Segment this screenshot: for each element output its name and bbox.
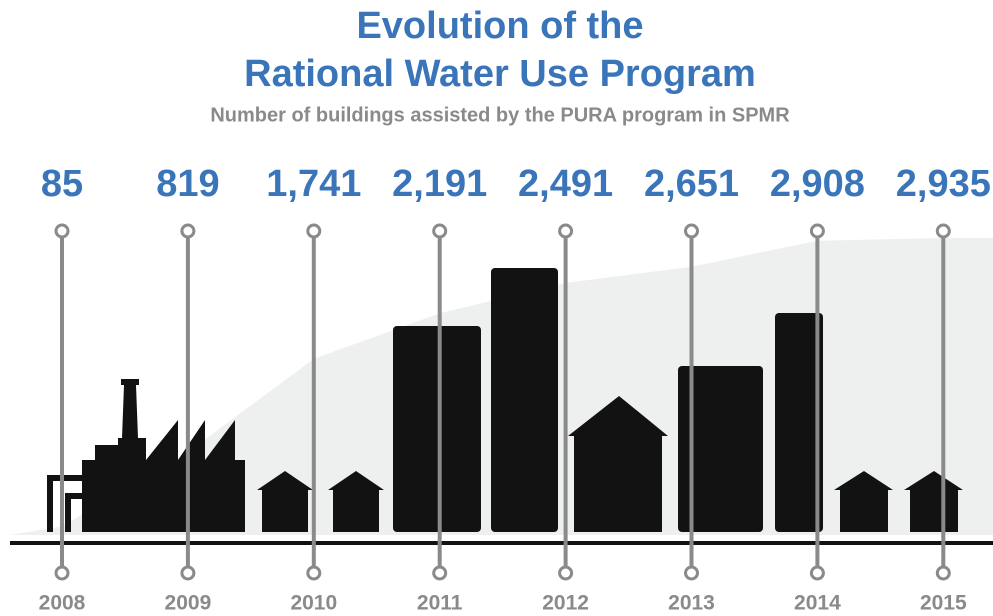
- pin-head: [308, 225, 320, 237]
- chart-title: Rational Water Use Program: [244, 53, 756, 95]
- factory: [82, 385, 245, 532]
- x-tick-label: 2013: [668, 592, 715, 615]
- value-label: 2,908: [770, 163, 865, 205]
- value-label: 2,651: [644, 163, 739, 205]
- chimney-cap: [121, 379, 139, 385]
- pin-foot: [308, 567, 320, 579]
- value-label: 2,491: [518, 163, 613, 205]
- pin-head: [811, 225, 823, 237]
- value-label: 2,935: [896, 163, 991, 205]
- pin-foot: [937, 567, 949, 579]
- value-label: 2,191: [392, 163, 487, 205]
- pin-head: [182, 225, 194, 237]
- pin-foot: [56, 567, 68, 579]
- pin-foot: [182, 567, 194, 579]
- pin-foot: [560, 567, 572, 579]
- chart-subtitle: Number of buildings assisted by the PURA…: [210, 104, 790, 126]
- pin-foot: [811, 567, 823, 579]
- value-label: 85: [41, 163, 83, 205]
- x-tick-label: 2010: [290, 592, 337, 615]
- building: [393, 326, 481, 532]
- x-tick-label: 2008: [39, 592, 86, 615]
- x-tick-label: 2011: [417, 592, 463, 615]
- chart-title: Evolution of the: [356, 5, 643, 47]
- pin-foot: [434, 567, 446, 579]
- pin-foot: [686, 567, 698, 579]
- value-label: 819: [156, 163, 219, 205]
- pin-head: [686, 225, 698, 237]
- building: [491, 268, 558, 532]
- chart: Evolution of the Rational Water Use Prog…: [0, 0, 993, 616]
- x-tick-label: 2014: [794, 592, 841, 615]
- x-tick-label: 2012: [542, 592, 589, 615]
- pin-head: [937, 225, 949, 237]
- pin-head: [434, 225, 446, 237]
- pin-head: [56, 225, 68, 237]
- x-tick-label: 2015: [920, 592, 967, 615]
- pin-head: [560, 225, 572, 237]
- x-tick-label: 2009: [165, 592, 212, 615]
- value-label: 1,741: [266, 163, 361, 205]
